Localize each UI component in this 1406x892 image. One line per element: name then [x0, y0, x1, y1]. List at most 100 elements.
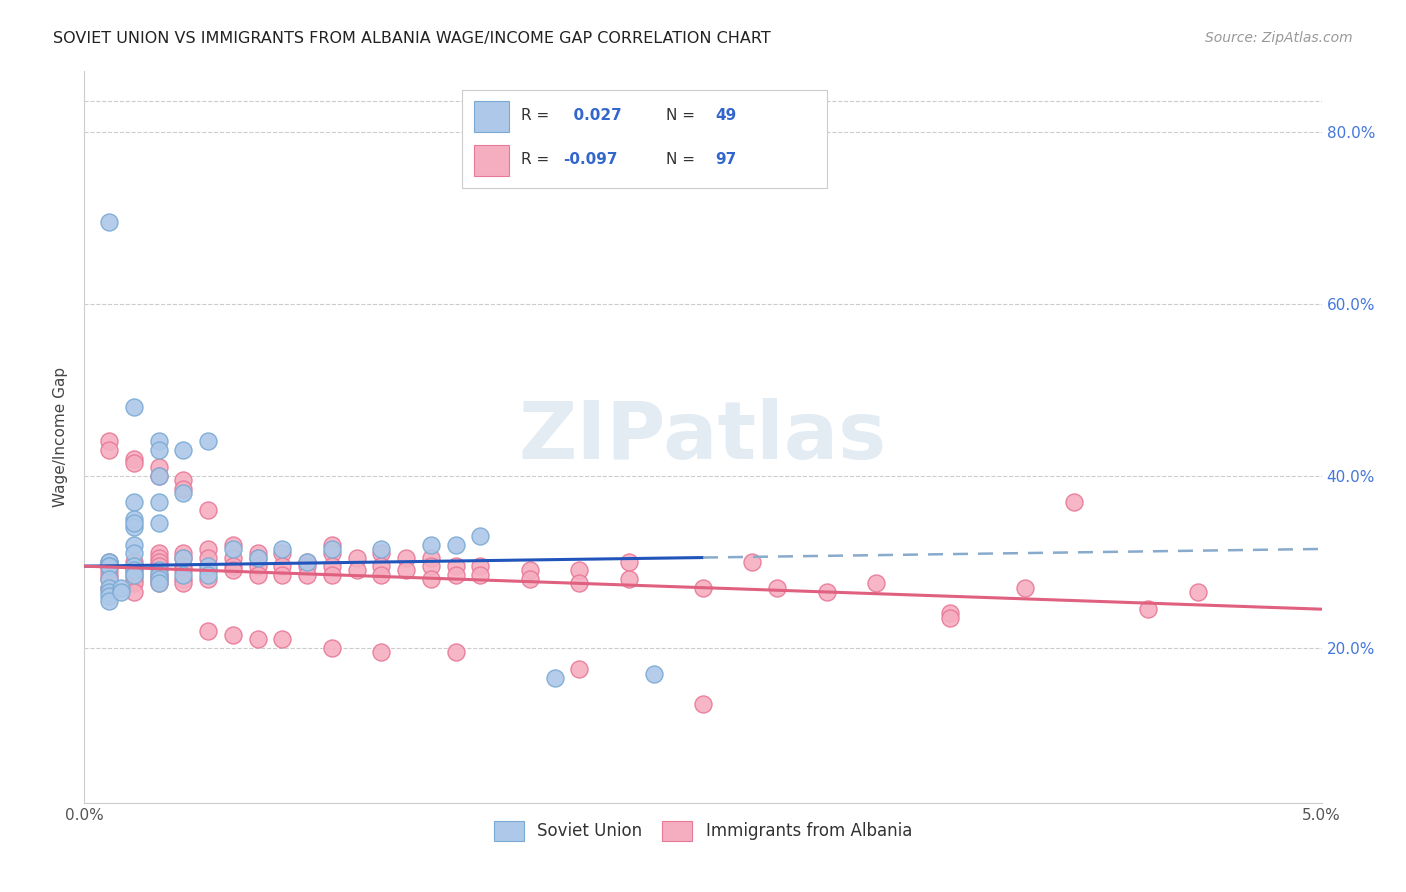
- Point: [148, 572, 170, 586]
- Point: [197, 624, 219, 638]
- Point: [148, 434, 170, 449]
- Point: [148, 516, 170, 530]
- Point: [148, 442, 170, 457]
- Point: [222, 538, 245, 552]
- Point: [172, 550, 194, 565]
- Point: [222, 559, 245, 574]
- FancyBboxPatch shape: [474, 102, 509, 132]
- Point: [110, 585, 132, 599]
- Point: [419, 550, 441, 565]
- Text: N =: N =: [666, 109, 695, 123]
- Point: [692, 581, 714, 595]
- Point: [122, 564, 145, 578]
- Point: [148, 567, 170, 582]
- Point: [148, 559, 170, 574]
- Point: [122, 516, 145, 530]
- Point: [98, 564, 121, 578]
- Point: [295, 559, 318, 574]
- Point: [444, 645, 467, 659]
- Point: [741, 555, 763, 569]
- Point: [122, 559, 145, 574]
- Point: [110, 581, 132, 595]
- Point: [148, 460, 170, 475]
- Point: [172, 576, 194, 591]
- Point: [865, 576, 887, 591]
- Point: [939, 611, 962, 625]
- Point: [568, 576, 591, 591]
- Point: [295, 555, 318, 569]
- Point: [98, 215, 121, 229]
- Point: [98, 559, 121, 574]
- Point: [172, 473, 194, 487]
- Point: [321, 640, 343, 655]
- Point: [222, 564, 245, 578]
- Point: [148, 576, 170, 591]
- Point: [122, 564, 145, 578]
- Point: [98, 572, 121, 586]
- Point: [122, 567, 145, 582]
- Point: [172, 564, 194, 578]
- Point: [98, 559, 121, 574]
- Point: [222, 628, 245, 642]
- Point: [617, 555, 640, 569]
- Point: [122, 572, 145, 586]
- Point: [98, 442, 121, 457]
- Point: [321, 546, 343, 560]
- Point: [246, 632, 269, 647]
- Point: [197, 572, 219, 586]
- Point: [98, 585, 121, 599]
- Point: [148, 555, 170, 569]
- Point: [370, 541, 392, 556]
- Point: [122, 400, 145, 414]
- Point: [470, 559, 492, 574]
- Point: [395, 550, 418, 565]
- Text: R =: R =: [522, 109, 550, 123]
- Point: [246, 550, 269, 565]
- Point: [98, 434, 121, 449]
- Point: [148, 564, 170, 578]
- Point: [321, 559, 343, 574]
- Point: [939, 607, 962, 621]
- Point: [246, 567, 269, 582]
- Point: [98, 581, 121, 595]
- Point: [444, 559, 467, 574]
- Point: [197, 564, 219, 578]
- Point: [172, 486, 194, 500]
- Point: [1187, 585, 1209, 599]
- Point: [271, 541, 294, 556]
- Point: [148, 494, 170, 508]
- Point: [692, 697, 714, 711]
- Text: ZIPatlas: ZIPatlas: [519, 398, 887, 476]
- Point: [122, 555, 145, 569]
- Point: [470, 567, 492, 582]
- Point: [122, 585, 145, 599]
- Point: [271, 559, 294, 574]
- Point: [1063, 494, 1085, 508]
- Point: [197, 503, 219, 517]
- Point: [98, 555, 121, 569]
- Point: [370, 546, 392, 560]
- Text: -0.097: -0.097: [564, 152, 617, 167]
- Point: [172, 567, 194, 582]
- Point: [122, 520, 145, 534]
- Point: [122, 451, 145, 466]
- Point: [419, 572, 441, 586]
- Point: [568, 662, 591, 676]
- Point: [222, 550, 245, 565]
- Point: [246, 559, 269, 574]
- Point: [172, 572, 194, 586]
- Point: [172, 559, 194, 574]
- Y-axis label: Wage/Income Gap: Wage/Income Gap: [53, 367, 69, 508]
- Point: [1137, 602, 1160, 616]
- Point: [122, 559, 145, 574]
- Point: [419, 538, 441, 552]
- Point: [370, 559, 392, 574]
- Point: [148, 567, 170, 582]
- Point: [197, 567, 219, 582]
- Point: [370, 645, 392, 659]
- Point: [1014, 581, 1036, 595]
- Point: [98, 593, 121, 607]
- Point: [98, 555, 121, 569]
- Point: [222, 541, 245, 556]
- Text: R =: R =: [522, 152, 550, 167]
